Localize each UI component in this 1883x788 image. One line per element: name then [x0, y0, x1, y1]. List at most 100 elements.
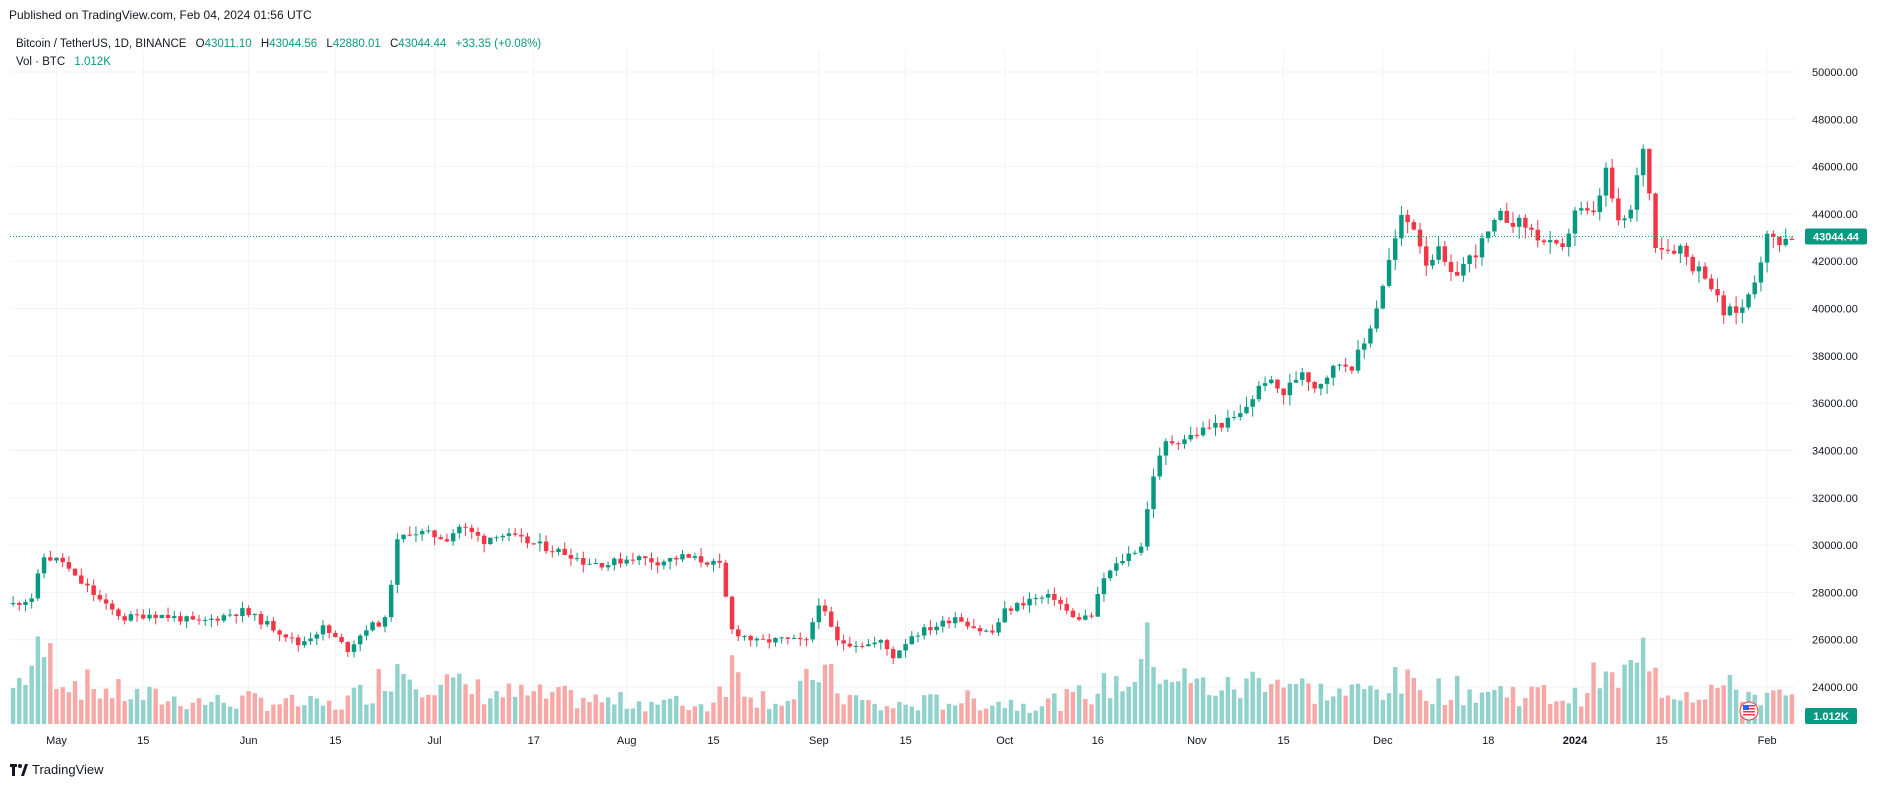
candle-body: [1355, 349, 1361, 371]
candle-body: [463, 526, 468, 528]
volume-bar: [1337, 688, 1342, 724]
y-tick-label: 44000.00: [1812, 209, 1858, 221]
candle-body: [1225, 417, 1231, 428]
volume-bar: [1231, 689, 1237, 724]
y-tick-label: 48000.00: [1812, 114, 1858, 126]
y-tick-label: 42000.00: [1812, 256, 1858, 268]
candle-body: [72, 568, 78, 576]
volume-bar: [1430, 704, 1435, 724]
candle-body: [674, 557, 679, 560]
volume-bar: [165, 701, 171, 724]
volume-bar: [1764, 692, 1770, 724]
volume-bar: [79, 699, 84, 724]
candle-body: [1616, 198, 1621, 221]
candle-body: [643, 556, 648, 559]
candle-body: [233, 614, 239, 617]
volume-bar: [729, 655, 735, 724]
volume-bar: [903, 704, 908, 724]
candle-body: [407, 534, 412, 536]
volume-bar: [1721, 685, 1726, 724]
volume-bar: [531, 691, 536, 724]
candle-body: [110, 603, 115, 610]
volume-bar: [184, 709, 189, 724]
candle-body: [165, 614, 171, 618]
volume-bar: [1653, 667, 1658, 724]
candle-body: [934, 626, 939, 631]
y-tick-label: 50000.00: [1812, 67, 1858, 79]
candle-body: [1461, 263, 1466, 276]
volume-bar: [983, 708, 989, 724]
candle-body: [221, 615, 227, 621]
open-value: 43011.10: [204, 38, 252, 50]
candle-body: [1107, 570, 1113, 579]
x-tick-label: 16: [1092, 735, 1104, 747]
candle-body: [754, 638, 760, 641]
candle-body: [1467, 255, 1472, 264]
volume-bar: [680, 705, 685, 724]
volume-bar: [413, 689, 419, 724]
volume-bar: [203, 705, 208, 724]
candle-body: [593, 563, 598, 565]
volume-bar: [376, 669, 382, 724]
candle-body: [1393, 238, 1398, 260]
volume-bar: [1306, 683, 1311, 724]
x-tick-label: 15: [1656, 735, 1668, 747]
volume-bar: [1064, 689, 1069, 724]
volume-bar: [1176, 681, 1181, 724]
candle-body: [1045, 594, 1051, 598]
candle-body: [1740, 307, 1745, 313]
volume-bar: [1114, 676, 1119, 724]
x-tick-label: 15: [1278, 735, 1290, 747]
volume-bar: [915, 710, 921, 724]
candle-body: [178, 616, 183, 622]
volume-bar: [1678, 700, 1683, 724]
volume-bar: [110, 698, 115, 724]
candle-body: [320, 625, 326, 635]
candle-body: [1269, 379, 1274, 384]
volume-bar: [1423, 700, 1429, 724]
published-caption: Published on TradingView.com, Feb 04, 20…: [9, 8, 312, 22]
volume-bar: [847, 694, 853, 724]
volume-bar: [481, 704, 487, 724]
candle-body: [531, 543, 536, 545]
volume-bar: [1002, 707, 1007, 724]
y-tick-label: 46000.00: [1812, 162, 1858, 174]
volume-bar: [1448, 699, 1454, 724]
candle-body: [624, 559, 629, 564]
ohlc-row: Bitcoin / TetherUS, 1D, BINANCE O43011.1…: [16, 35, 541, 53]
volume-bar: [1045, 698, 1051, 724]
candle-body: [333, 632, 338, 638]
candle-body: [717, 560, 722, 563]
candle-body: [971, 626, 977, 629]
close-label: C: [389, 38, 399, 50]
volume-bar: [463, 684, 468, 724]
volume-bar: [1541, 684, 1547, 724]
candle-body: [66, 562, 72, 569]
candle-body: [258, 613, 264, 625]
candle-body: [1200, 427, 1206, 436]
x-tick-label: May: [46, 735, 67, 747]
candle-body: [1039, 597, 1045, 599]
volume-bar: [10, 688, 16, 724]
candle-body: [1405, 215, 1410, 223]
volume-bar: [1758, 705, 1764, 724]
y-tick-label: 30000.00: [1812, 540, 1858, 552]
volume-bar: [636, 701, 642, 724]
volume-bar: [1671, 699, 1677, 724]
volume-bar: [1058, 710, 1063, 724]
candle-body: [556, 548, 561, 553]
candle-body: [1423, 246, 1429, 266]
volume-bar: [1138, 658, 1144, 724]
volume-bar: [1516, 706, 1522, 724]
volume-bar: [1684, 692, 1689, 724]
candle-body: [1002, 608, 1007, 623]
volume-bar: [1238, 698, 1243, 724]
volume-bar: [822, 664, 828, 724]
candle-body: [134, 614, 140, 616]
candle-body: [791, 637, 797, 639]
volume-bar: [1504, 697, 1510, 724]
candle-body: [1293, 379, 1299, 383]
y-tick-label: 26000.00: [1812, 635, 1858, 647]
candle-body: [952, 617, 958, 624]
